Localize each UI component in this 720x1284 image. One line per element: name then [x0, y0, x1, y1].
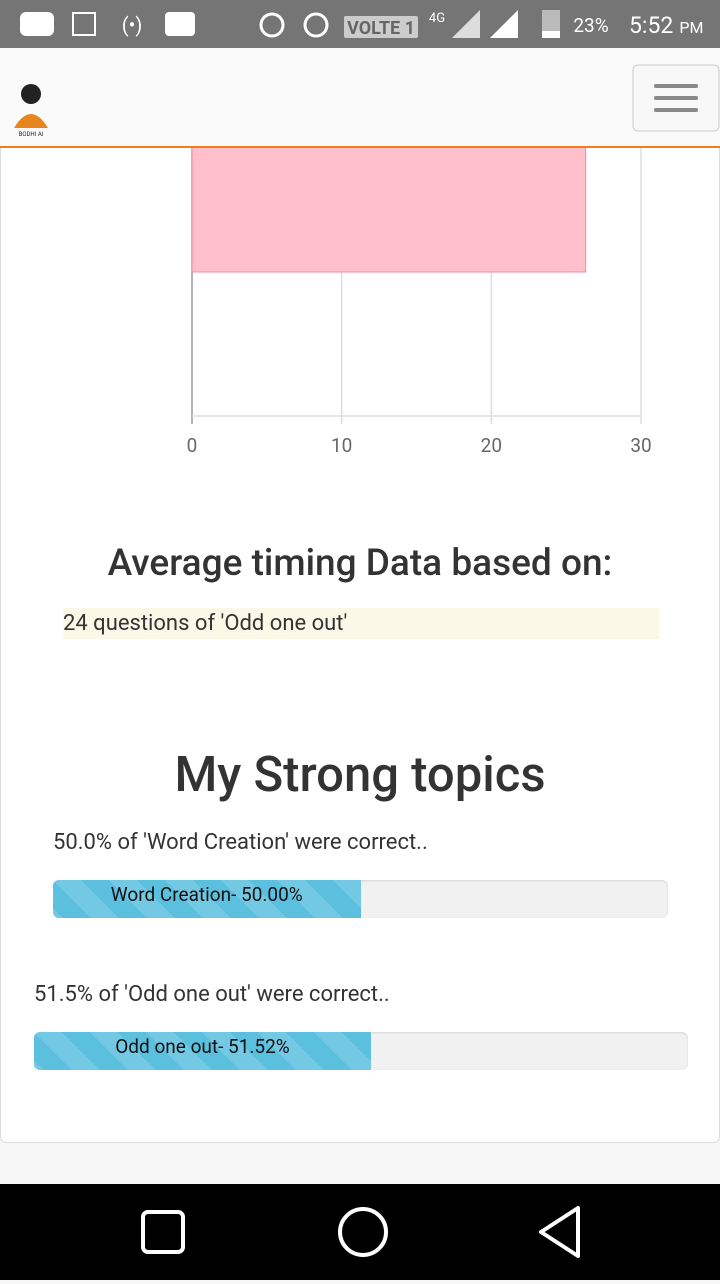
- time: 5:52 PM: [629, 12, 703, 39]
- battery: 23%: [573, 14, 608, 37]
- status-icons: (•) VOLTE 1 4G 23% 5:52 PM: [20, 10, 703, 39]
- hotspot2-icon: [259, 12, 285, 38]
- bar: [191, 148, 587, 273]
- chart: 0 10 20 30: [187, 148, 652, 457]
- home-button[interactable]: [338, 1207, 388, 1257]
- hotspot-icon: (•): [122, 13, 143, 37]
- logo-head: [21, 84, 41, 104]
- network-type: 4G: [429, 11, 445, 26]
- timing-note: 24 questions of 'Odd one out': [63, 608, 659, 639]
- timing-title: Average timing Data based on:: [107, 542, 613, 585]
- x-tick-label: 0: [187, 434, 198, 457]
- app-header: BODHI AI: [0, 48, 720, 148]
- progress-fill: Word Creation- 50.00%: [53, 880, 361, 918]
- volte-box: [344, 16, 418, 38]
- status-bar: (•) VOLTE 1 4G 23% 5:52 PM: [0, 0, 720, 48]
- x-tick-label: 10: [331, 434, 352, 457]
- progress-bar: Odd one out- 51.52%: [34, 1032, 688, 1070]
- section-title: My Strong topics: [174, 746, 546, 803]
- x-tick-label: 20: [481, 434, 502, 457]
- back-button[interactable]: [539, 1206, 580, 1258]
- recent-button[interactable]: [141, 1210, 185, 1254]
- header-graphics: BODHI AI: [14, 64, 720, 138]
- progress-label: Word Creation- 50.00%: [110, 883, 303, 906]
- alarm-icon: [303, 12, 329, 38]
- nav-bar: [0, 1184, 720, 1280]
- topic-summary: 51.5% of 'Odd one out' were correct..: [34, 982, 390, 1007]
- ampm: PM: [679, 18, 703, 37]
- msg-icon: [20, 12, 54, 36]
- volte: VOLTE 1: [347, 18, 415, 39]
- nav-icons: [141, 1206, 580, 1258]
- progress-label: Odd one out- 51.52%: [115, 1035, 290, 1058]
- menu-line: [654, 108, 698, 112]
- signal-2: [490, 10, 518, 38]
- time-value: 5:52: [629, 12, 673, 39]
- content-card: 0 10 20 30 Average timing Data based on: 24…: [0, 148, 720, 1143]
- progress-fill: Odd one out- 51.52%: [34, 1032, 371, 1070]
- gallery-icon: [72, 12, 96, 36]
- logo-text: BODHI AI: [19, 131, 44, 138]
- topic-summary: 50.0% of 'Word Creation' were correct..: [53, 830, 428, 855]
- battery-level: [542, 31, 560, 38]
- menu-line: [654, 84, 698, 88]
- logo-body: [14, 114, 48, 128]
- menu-line: [654, 96, 698, 100]
- progress-bar: Word Creation- 50.00%: [53, 880, 668, 918]
- x-tick-label: 30: [630, 434, 651, 457]
- signal-1: [452, 10, 480, 38]
- chat-icon: [165, 12, 195, 36]
